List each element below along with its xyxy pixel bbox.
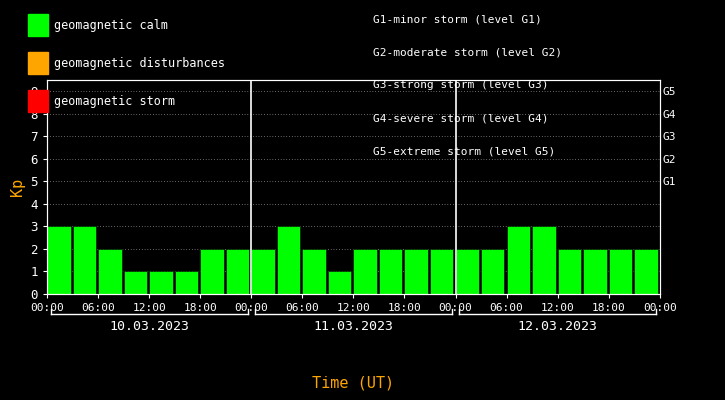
Bar <box>558 249 581 294</box>
Bar <box>609 249 632 294</box>
Bar <box>149 272 173 294</box>
Bar <box>98 249 122 294</box>
Text: G1-minor storm (level G1): G1-minor storm (level G1) <box>373 14 542 24</box>
Bar <box>200 249 224 294</box>
Text: G5-extreme storm (level G5): G5-extreme storm (level G5) <box>373 147 555 157</box>
Bar <box>328 272 352 294</box>
Text: G3-strong storm (level G3): G3-strong storm (level G3) <box>373 80 549 90</box>
Text: G2-moderate storm (level G2): G2-moderate storm (level G2) <box>373 47 563 57</box>
Bar <box>72 226 96 294</box>
Bar <box>175 272 198 294</box>
Bar <box>353 249 377 294</box>
Y-axis label: Kp: Kp <box>10 178 25 196</box>
Text: geomagnetic storm: geomagnetic storm <box>54 94 175 108</box>
Bar <box>225 249 249 294</box>
Bar <box>277 226 300 294</box>
Bar <box>124 272 147 294</box>
Text: 11.03.2023: 11.03.2023 <box>313 320 394 333</box>
Bar <box>252 249 275 294</box>
Bar <box>405 249 428 294</box>
Bar <box>430 249 453 294</box>
Bar <box>481 249 505 294</box>
Text: 12.03.2023: 12.03.2023 <box>518 320 597 333</box>
Bar <box>507 226 530 294</box>
Bar <box>379 249 402 294</box>
Text: Time (UT): Time (UT) <box>312 375 394 390</box>
Bar <box>47 226 70 294</box>
Bar <box>583 249 607 294</box>
Text: 10.03.2023: 10.03.2023 <box>109 320 189 333</box>
Text: G4-severe storm (level G4): G4-severe storm (level G4) <box>373 114 549 124</box>
Bar <box>634 249 658 294</box>
Text: geomagnetic calm: geomagnetic calm <box>54 18 168 32</box>
Bar <box>455 249 479 294</box>
Bar <box>302 249 326 294</box>
Text: geomagnetic disturbances: geomagnetic disturbances <box>54 56 225 70</box>
Bar <box>532 226 555 294</box>
